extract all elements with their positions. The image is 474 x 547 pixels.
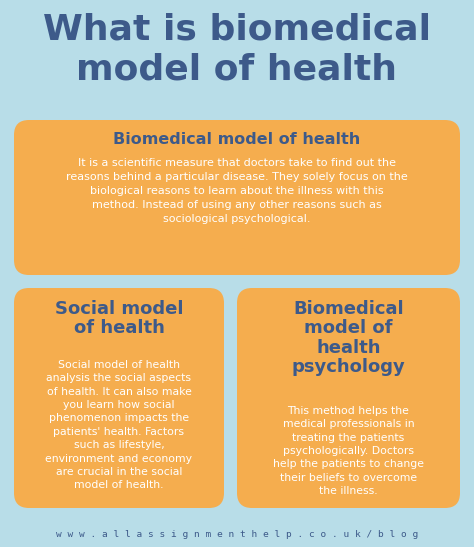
Text: What is biomedical: What is biomedical <box>43 12 431 46</box>
Text: model of health: model of health <box>76 52 398 86</box>
Text: It is a scientific measure that doctors take to find out the
reasons behind a pa: It is a scientific measure that doctors … <box>66 158 408 224</box>
Text: Biomedical model of health: Biomedical model of health <box>113 132 361 147</box>
FancyBboxPatch shape <box>14 120 460 275</box>
FancyBboxPatch shape <box>14 288 224 508</box>
Text: This method helps the
medical professionals in
treating the patients
psychologic: This method helps the medical profession… <box>273 406 424 496</box>
Text: w w w . a l l a s s i g n m e n t h e l p . c o . u k / b l o g: w w w . a l l a s s i g n m e n t h e l … <box>56 530 418 539</box>
Text: Social model of health
analysis the social aspects
of health. It can also make
y: Social model of health analysis the soci… <box>46 360 192 490</box>
Text: Social model
of health: Social model of health <box>55 300 183 337</box>
FancyBboxPatch shape <box>237 288 460 508</box>
Text: Biomedical
model of
health
psychology: Biomedical model of health psychology <box>292 300 405 376</box>
